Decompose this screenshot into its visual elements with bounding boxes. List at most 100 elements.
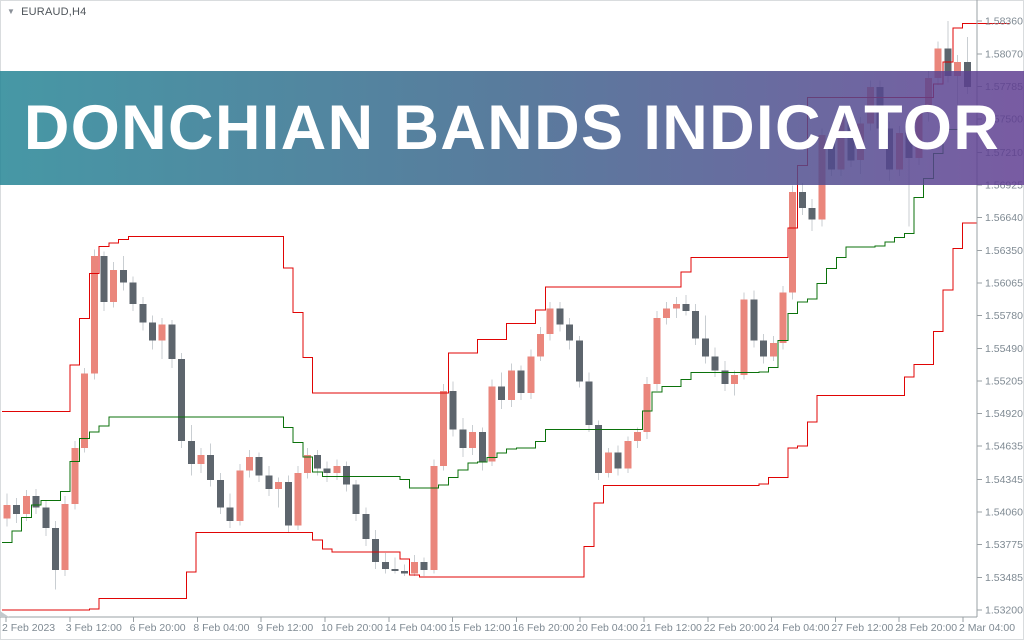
bull-candle bbox=[197, 454, 205, 464]
bull-candle bbox=[246, 457, 253, 471]
bull-candle bbox=[634, 431, 641, 441]
bear-candle bbox=[391, 568, 399, 572]
time-tick-label: 15 Feb 12:00 bbox=[449, 622, 511, 634]
bear-candle bbox=[216, 479, 224, 508]
time-tick-label: 8 Feb 04:00 bbox=[193, 622, 249, 634]
bull-candle bbox=[3, 505, 11, 519]
bull-candle bbox=[294, 473, 302, 526]
bull-candle bbox=[110, 269, 118, 302]
bull-candle bbox=[90, 256, 98, 374]
bear-candle bbox=[517, 370, 525, 394]
symbol-dropdown-icon[interactable]: ▼ bbox=[7, 7, 16, 16]
bull-candle bbox=[672, 304, 680, 309]
bull-candle bbox=[643, 384, 651, 432]
bull-candle bbox=[663, 308, 671, 318]
symbol-label-row: ▼ EURAUD,H4 bbox=[7, 6, 87, 18]
bear-candle bbox=[459, 429, 467, 448]
bear-candle bbox=[207, 454, 215, 480]
price-tick-label: 1.53200 bbox=[985, 605, 1023, 617]
bull-candle bbox=[507, 370, 515, 400]
bear-candle bbox=[682, 304, 690, 311]
bull-candle bbox=[469, 431, 477, 448]
price-tick-label: 1.58360 bbox=[985, 16, 1023, 28]
bear-candle bbox=[178, 358, 186, 442]
bear-candle bbox=[575, 340, 583, 382]
time-tick-label: 10 Feb 20:00 bbox=[321, 622, 383, 634]
bull-candle bbox=[537, 333, 544, 357]
time-tick-label: 6 Feb 20:00 bbox=[130, 622, 186, 634]
bear-candle bbox=[701, 338, 709, 357]
banner-title: DONCHIAN BANDS INDICATOR bbox=[23, 92, 1001, 163]
time-tick-label: 3 Feb 12:00 bbox=[66, 622, 122, 634]
time-axis[interactable]: 2 Feb 2023 3 Feb 12:00 6 Feb 20:00 8 Feb 04… bbox=[0, 616, 1015, 634]
bull-candle bbox=[61, 503, 69, 570]
bear-candle bbox=[692, 310, 700, 339]
price-tick-label: 1.58070 bbox=[985, 49, 1023, 61]
price-tick-label: 1.55490 bbox=[985, 343, 1023, 355]
time-tick-label: 2 Mar 04:00 bbox=[959, 622, 1015, 634]
price-tick-label: 1.55205 bbox=[985, 376, 1023, 388]
bull-candle bbox=[731, 374, 738, 384]
time-tick-label: 24 Feb 04:00 bbox=[768, 622, 830, 634]
price-tick-label: 1.53775 bbox=[985, 539, 1023, 551]
bear-candle bbox=[284, 482, 292, 526]
bear-candle bbox=[343, 466, 350, 485]
bull-candle bbox=[81, 373, 89, 448]
bull-candle bbox=[769, 342, 777, 357]
time-tick-label: 20 Feb 04:00 bbox=[576, 622, 638, 634]
price-tick-label: 1.56350 bbox=[985, 245, 1023, 257]
price-tick-label: 1.56065 bbox=[985, 278, 1023, 290]
bear-candle bbox=[352, 484, 360, 515]
symbol-timeframe-label: EURAUD,H4 bbox=[21, 6, 87, 18]
time-tick-label: 9 Feb 12:00 bbox=[257, 622, 313, 634]
bull-candle bbox=[653, 317, 661, 384]
bear-candle bbox=[32, 495, 40, 508]
bear-candle bbox=[721, 370, 729, 384]
bull-candle bbox=[275, 482, 283, 489]
scroll-anchor-icon[interactable] bbox=[0, 611, 9, 617]
bear-candle bbox=[13, 505, 21, 515]
bull-candle bbox=[604, 452, 612, 473]
bear-candle bbox=[381, 562, 389, 569]
bull-candle bbox=[488, 386, 496, 462]
bear-candle bbox=[255, 457, 263, 476]
bear-candle bbox=[226, 507, 234, 521]
bull-candle bbox=[527, 356, 535, 394]
bear-candle bbox=[401, 571, 409, 574]
price-tick-label: 1.54920 bbox=[985, 408, 1023, 420]
bear-candle bbox=[100, 256, 108, 302]
bear-candle bbox=[372, 539, 380, 562]
bear-candle bbox=[362, 514, 370, 540]
bear-candle bbox=[313, 454, 321, 469]
bear-candle bbox=[798, 192, 806, 209]
bull-candle bbox=[22, 495, 30, 515]
bear-candle bbox=[478, 431, 486, 462]
time-tick-label: 22 Feb 20:00 bbox=[704, 622, 766, 634]
bear-candle bbox=[498, 386, 506, 400]
bear-candle bbox=[711, 356, 719, 371]
donchian-middle-band-line bbox=[2, 128, 977, 544]
bull-candle bbox=[410, 562, 418, 574]
price-tick-label: 1.54635 bbox=[985, 441, 1023, 453]
bear-candle bbox=[614, 452, 622, 469]
promo-banner: DONCHIAN BANDS INDICATOR bbox=[0, 71, 1024, 185]
bear-candle bbox=[585, 381, 593, 426]
time-tick-label: 14 Feb 04:00 bbox=[385, 622, 447, 634]
price-tick-label: 1.54060 bbox=[985, 506, 1023, 518]
bull-candle bbox=[954, 62, 962, 76]
bear-candle bbox=[187, 441, 195, 464]
bear-candle bbox=[149, 322, 156, 341]
bear-candle bbox=[760, 340, 768, 357]
bear-candle bbox=[595, 425, 603, 473]
bear-candle bbox=[566, 324, 574, 341]
time-tick-label: 27 Feb 12:00 bbox=[831, 622, 893, 634]
bull-candle bbox=[333, 466, 341, 473]
bear-candle bbox=[168, 324, 176, 359]
bear-candle bbox=[139, 304, 147, 323]
time-tick-label: 2 Feb 2023 bbox=[2, 622, 55, 634]
bull-candle bbox=[71, 447, 79, 504]
time-tick-label: 16 Feb 20:00 bbox=[512, 622, 574, 634]
bull-candle bbox=[624, 441, 632, 469]
